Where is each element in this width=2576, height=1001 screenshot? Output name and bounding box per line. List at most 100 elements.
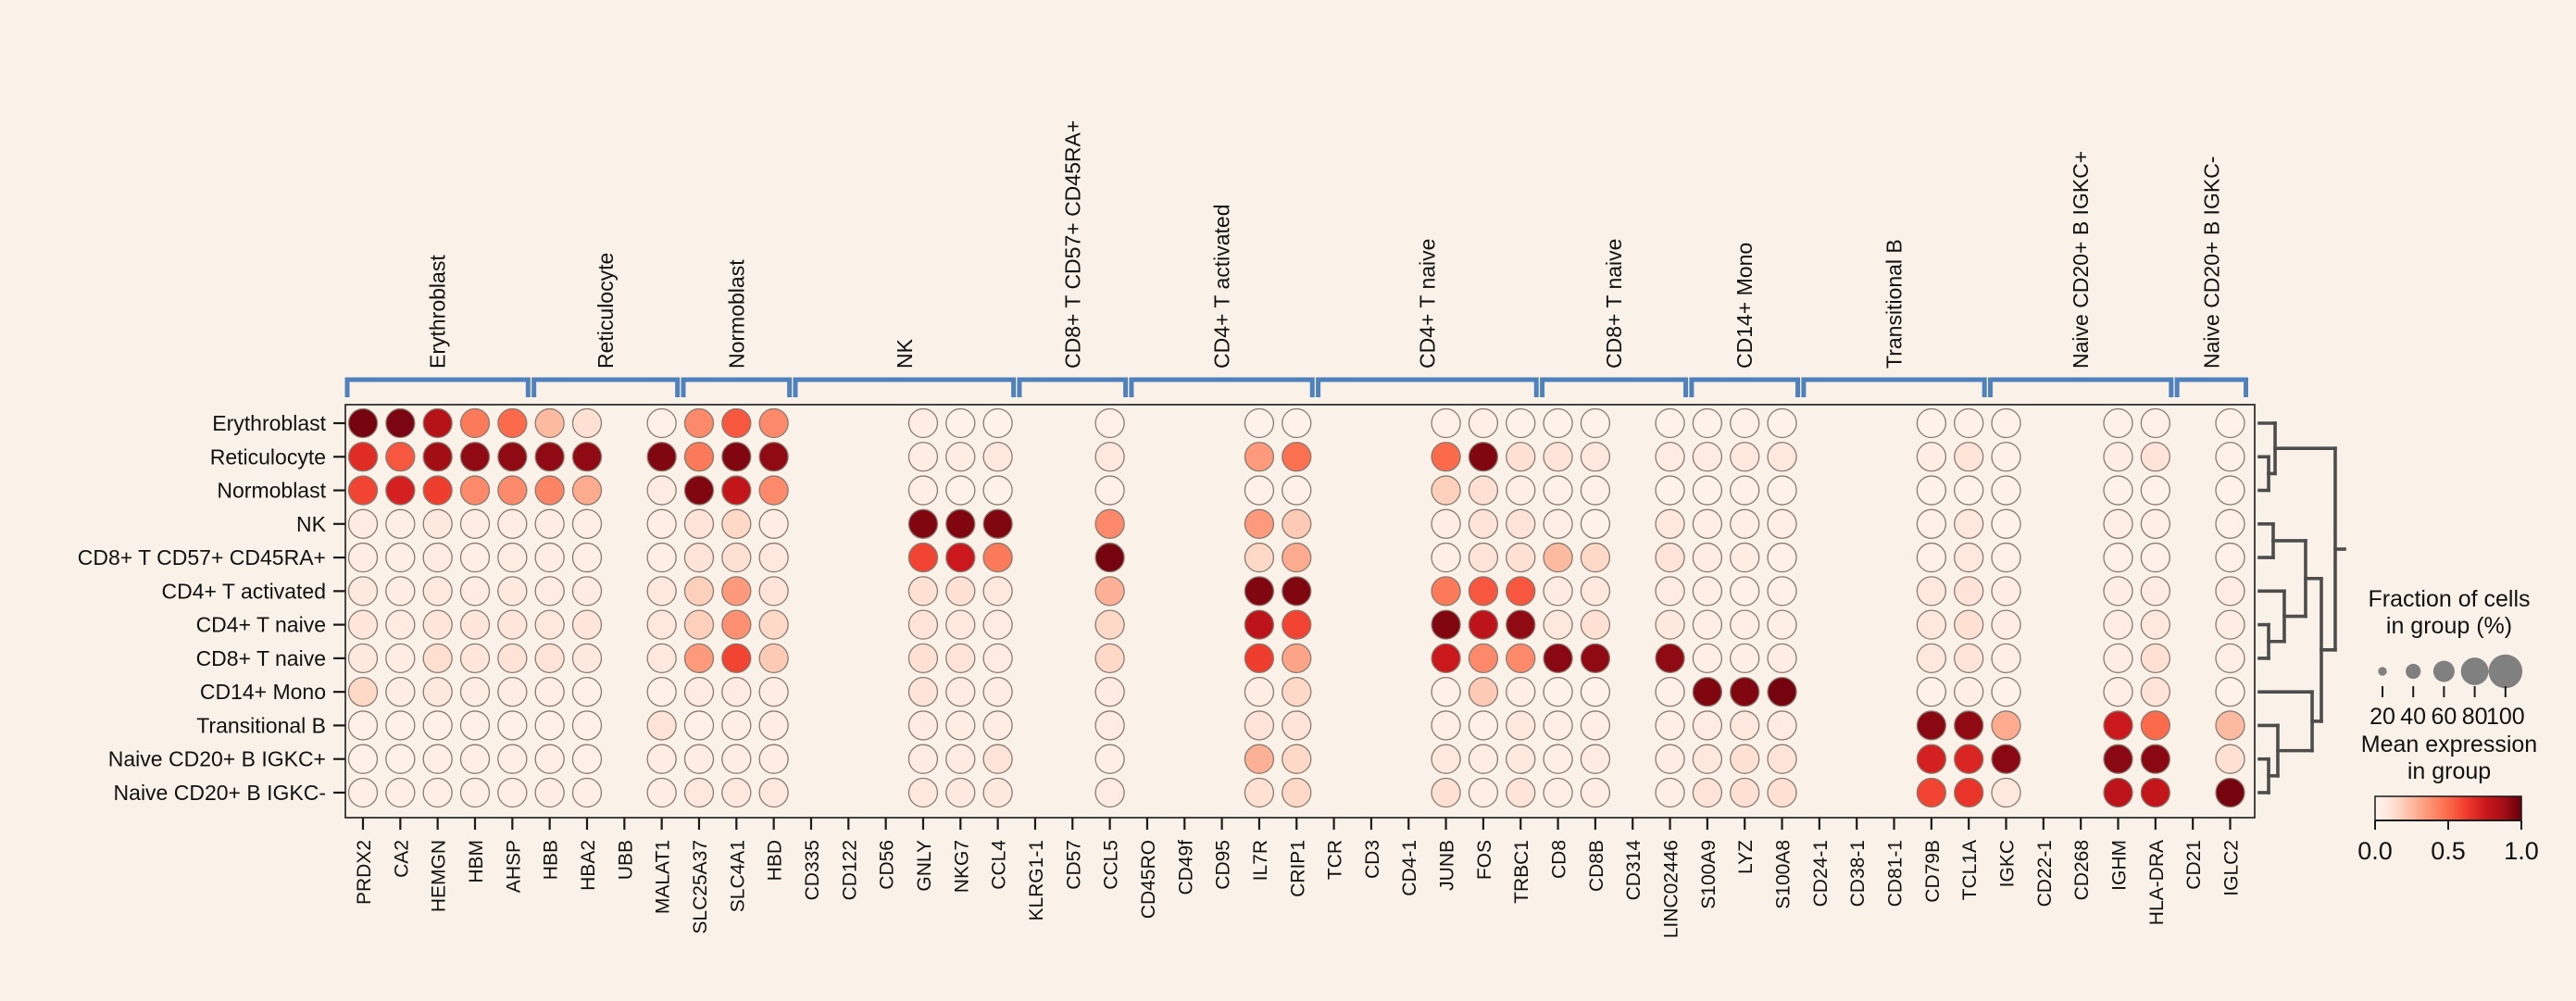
dot-Normoblast-HEMGN: [422, 475, 453, 506]
dot-CD8+-T-naive-CCL5: [1094, 643, 1125, 674]
dot-Transitional-B-HBD: [758, 710, 789, 741]
dot-Erythroblast-HBA2: [571, 407, 603, 439]
size-legend: Fraction of cells in group (%) 20 40 60 801…: [2368, 586, 2530, 730]
dot-CD4+-T-activated-FOS: [1468, 576, 1499, 607]
dot-Reticulocyte-IGHM: [2103, 442, 2133, 472]
group-label-CD8+-T-CD57+-CD45RA+: CD8+ T CD57+ CD45RA+: [1060, 120, 1084, 369]
dot-CD4+-T-naive-CD8: [1543, 609, 1573, 640]
dot-NK-HBM: [459, 508, 491, 539]
dot-Normoblast-CCL5: [1094, 475, 1125, 506]
row-label-CD8+-T-CD57+-CD45RA+: CD8+ T CD57+ CD45RA+: [78, 545, 326, 569]
dot-NK-PRDX2: [347, 508, 379, 539]
dot-Transitional-B-HBM: [459, 710, 491, 741]
dot-CD14+-Mono-HBA2: [571, 677, 603, 707]
dot-Normoblast-CRIP1: [1282, 475, 1312, 506]
dot-CD8+-T-naive-FOS: [1468, 643, 1499, 674]
dot-NK-CCL5: [1094, 508, 1125, 539]
gene-label-CD24-1: CD24-1: [1810, 840, 1832, 907]
dot-NK-IGKC: [1991, 508, 2021, 539]
dot-CD8+-T-naive-LYZ: [1730, 643, 1760, 674]
size-legend-dot-100: [2488, 654, 2523, 689]
dot-Naive-CD20+-B-IGKC+-CA2: [385, 744, 416, 774]
dot-CD4+-T-activated-TCL1A: [1954, 576, 1984, 607]
dot-CD4+-T-naive-SLC25A37: [683, 609, 715, 640]
dot-CD4+-T-naive-SLC4A1: [721, 609, 752, 640]
dot-Transitional-B-HLA-DRA: [2140, 710, 2170, 741]
dot-Erythroblast-HLA-DRA: [2140, 407, 2170, 439]
size-legend-label-20: 20: [2370, 704, 2395, 730]
dot-CD8+-T-CD57+-CD45RA+-JUNB: [1431, 542, 1461, 573]
dot-Transitional-B-CD79B: [1916, 710, 1947, 741]
dot-CD4+-T-naive-TCL1A: [1954, 609, 1984, 640]
dot-Reticulocyte-HLA-DRA: [2140, 442, 2170, 472]
gene-label-CD38-1: CD38-1: [1847, 840, 1869, 907]
dot-CD8+-T-CD57+-CD45RA+-AHSP: [497, 542, 528, 573]
gene-label-CD22-1: CD22-1: [2034, 840, 2056, 907]
dot-Naive-CD20+-B-IGKC--CCL5: [1094, 777, 1125, 808]
dot-CD4+-T-naive-CCL4: [982, 609, 1013, 640]
dot-Normoblast-IGHM: [2103, 475, 2133, 506]
dot-Naive-CD20+-B-IGKC--LYZ: [1730, 777, 1760, 808]
dot-CD4+-T-activated-IGKC: [1991, 576, 2021, 607]
dot-CD4+-T-naive-IGHM: [2103, 609, 2133, 640]
group-label-Normoblast: Normoblast: [724, 259, 748, 369]
dot-CD14+-Mono-CCL4: [982, 677, 1013, 707]
dot-CD14+-Mono-PRDX2: [347, 677, 379, 707]
dot-CD14+-Mono-HEMGN: [422, 677, 453, 707]
dot-Transitional-B-GNLY: [907, 710, 939, 741]
bracket-NK: [793, 377, 1017, 397]
dot-CD4+-T-naive-HBM: [459, 609, 491, 640]
dot-NK-MALAT1: [646, 508, 677, 539]
dot-Naive-CD20+-B-IGKC--IGLC2: [2215, 777, 2245, 808]
dot-CD8+-T-naive-SLC4A1: [721, 643, 752, 674]
dot-CD4+-T-activated-IGHM: [2103, 576, 2133, 607]
dot-Naive-CD20+-B-IGKC--IGHM: [2103, 777, 2133, 808]
gene-label-CCL5: CCL5: [1101, 840, 1122, 890]
dot-CD4+-T-activated-HLA-DRA: [2140, 576, 2170, 607]
gene-label-IL7R: IL7R: [1250, 840, 1271, 881]
gene-label-HBA2: HBA2: [578, 840, 599, 891]
dot-CD8+-T-naive-CA2: [385, 643, 416, 674]
dot-Normoblast-FOS: [1468, 475, 1499, 506]
size-legend-dot-80: [2460, 657, 2489, 685]
dot-Naive-CD20+-B-IGKC+-HBD: [758, 744, 789, 774]
dot-CD4+-T-activated-MALAT1: [646, 576, 677, 607]
dot-Normoblast-CD79B: [1916, 475, 1947, 506]
gene-label-CD122: CD122: [839, 840, 860, 900]
dot-CD4+-T-activated-GNLY: [907, 576, 939, 607]
gene-labels: PRDX2 CA2 HEMGN HBM AHSP HBB HBA2 UBB MALAT1 SLC2…: [354, 840, 2243, 939]
dot-CD8+-T-CD57+-CD45RA+-HBD: [758, 542, 789, 573]
dot-NK-IGLC2: [2215, 508, 2245, 539]
dot-CD14+-Mono-HBM: [459, 677, 491, 707]
dot-Naive-CD20+-B-IGKC+-AHSP: [497, 744, 528, 774]
dot-Transitional-B-LYZ: [1730, 710, 1760, 741]
dot-Transitional-B-S100A8: [1767, 710, 1797, 741]
color-legend-title-line1: Mean expression: [2361, 732, 2537, 757]
dot-Transitional-B-CD8B: [1580, 710, 1611, 741]
dot-Normoblast-S100A8: [1767, 475, 1797, 506]
dot-CD14+-Mono-SLC25A37: [683, 677, 715, 707]
dot-Naive-CD20+-B-IGKC+-S100A9: [1692, 744, 1723, 774]
dot-CD4+-T-naive-HBD: [758, 609, 789, 640]
gene-label-CD335: CD335: [802, 840, 823, 900]
dot-Reticulocyte-AHSP: [497, 442, 528, 472]
dot-Normoblast-SLC25A37: [683, 475, 715, 506]
dot-CD4+-T-activated-AHSP: [497, 576, 528, 607]
dot-Erythroblast-CD8: [1543, 407, 1573, 439]
dot-CD8+-T-naive-HBB: [534, 643, 565, 674]
group-label-CD4+-T-activated: CD4+ T activated: [1210, 205, 1234, 369]
group-label-Transitional-B: Transitional B: [1882, 239, 1907, 369]
dot-Naive-CD20+-B-IGKC+-CRIP1: [1282, 744, 1312, 774]
dot-Reticulocyte-GNLY: [907, 442, 939, 472]
dot-Naive-CD20+-B-IGKC--CCL4: [982, 777, 1013, 808]
dot-Normoblast-GNLY: [907, 475, 939, 506]
gene-label-HBB: HBB: [541, 840, 562, 880]
dot-NK-AHSP: [497, 508, 528, 539]
dot-Reticulocyte-CA2: [385, 442, 416, 472]
dot-CD4+-T-activated-HEMGN: [422, 576, 453, 607]
dot-CD4+-T-activated-IL7R: [1244, 576, 1275, 607]
dot-CD14+-Mono-IGHM: [2103, 677, 2133, 707]
dot-Naive-CD20+-B-IGKC--HBM: [459, 777, 491, 808]
dot-Naive-CD20+-B-IGKC--SLC25A37: [683, 777, 715, 808]
gene-label-SLC4A1: SLC4A1: [727, 840, 748, 912]
